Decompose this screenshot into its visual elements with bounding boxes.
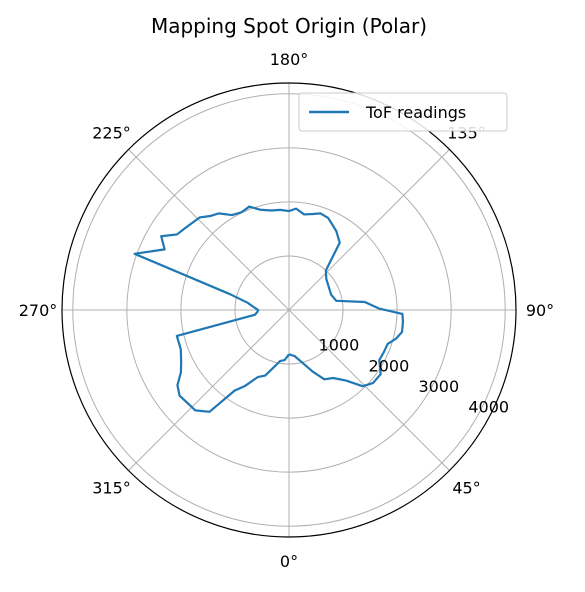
angle-tick-label-225: 225° [92,124,131,143]
series-line-0 [133,205,405,413]
angular-gridline-135 [288,149,450,311]
radial-tick-label-4000: 4000 [468,398,509,417]
radial-tick-label-2000: 2000 [369,356,410,375]
legend-label-tof-readings: ToF readings [365,103,466,122]
angular-gridline-45 [288,309,450,471]
radial-tick-label-3000: 3000 [418,377,459,396]
angle-tick-label-315: 315° [92,479,131,498]
polar-frame [61,82,517,538]
angle-tick-label-180: 180° [270,50,309,69]
radial-tick-label-1000: 1000 [319,336,360,355]
angular-gridline-315 [128,309,290,471]
series-layer [133,205,405,413]
legend: ToF readings [298,92,508,132]
legend-box [298,92,508,132]
angular-gridline-225 [128,149,290,311]
angle-tick-label-45: 45° [452,479,480,498]
angle-tick-label-90: 90° [526,301,554,320]
tick-labels: 0°45°90°135°180°225°270°315°100020003000… [19,50,554,571]
angle-tick-label-0: 0° [280,552,298,571]
chart-title: Mapping Spot Origin (Polar) [151,14,427,38]
angle-tick-label-270: 270° [19,301,58,320]
polar-outer-frame [61,82,517,538]
polar-grid [62,83,516,537]
